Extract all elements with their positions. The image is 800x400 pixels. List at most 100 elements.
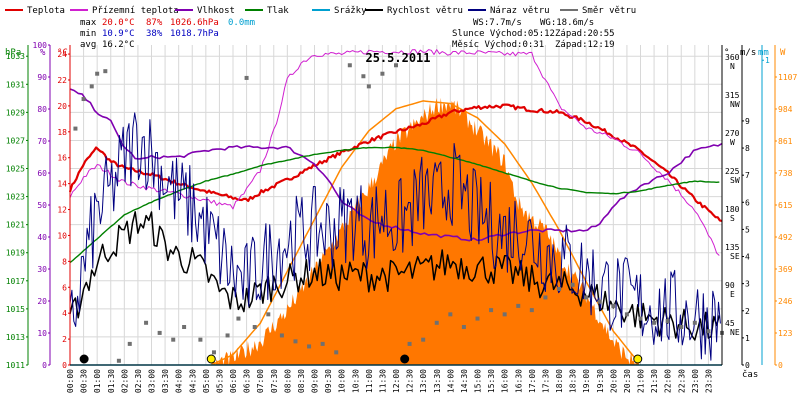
wind-speed-axis-unit: m/s (740, 48, 756, 58)
x-tick-label: 19:30 (596, 369, 605, 393)
solar-tick-label: 861 (778, 137, 793, 146)
pressure-tick-label: 1031 (6, 80, 25, 89)
x-tick-label: 14:30 (460, 369, 469, 393)
wind-speed-tick-label: 7 (745, 171, 750, 180)
pressure-tick-label: 1027 (6, 136, 25, 145)
x-tick-label: 03:00 (148, 369, 157, 393)
temperature-tick-label: 10 (57, 231, 67, 240)
sun-marker (633, 354, 643, 364)
wind-direction-point (489, 308, 494, 313)
pressure-tick-label: 1023 (6, 193, 25, 202)
pressure-tick-label: 1017 (6, 277, 25, 286)
direction-tick-cardinal: SW (730, 176, 740, 185)
pressure-tick-label: 1013 (6, 333, 25, 342)
x-tick-label: 12:30 (406, 369, 415, 393)
solar-tick-label: 492 (778, 233, 793, 242)
x-tick-label: 07:00 (256, 369, 265, 393)
x-tick-label: 04:00 (175, 369, 184, 393)
direction-tick-degree: 180 (725, 205, 740, 214)
wind-direction-point (293, 339, 298, 344)
humidity-tick-label: 50 (37, 201, 47, 210)
wind-direction-point (475, 316, 480, 321)
direction-tick-degree: 315 (725, 91, 740, 100)
x-tick-label: 19:00 (582, 369, 591, 393)
humidity-tick-label: 0 (42, 361, 47, 370)
rain-tick-label: 1 (765, 56, 770, 65)
x-tick-label: 17:30 (541, 369, 550, 393)
humidity-tick-label: 100 (33, 41, 48, 50)
series-line-n-raz-v-tru (69, 112, 721, 361)
humidity-tick-label: 90 (37, 73, 47, 82)
moon-marker (79, 354, 89, 364)
sun-marker (206, 354, 216, 364)
x-tick-label: 16:30 (514, 369, 523, 393)
wind-direction-point (89, 84, 94, 89)
wind-direction-point (434, 320, 439, 325)
x-tick-label: 01:00 (93, 369, 102, 393)
solar-axis-unit: W (780, 48, 786, 58)
wind-direction-point (421, 337, 426, 342)
wind-direction-point (266, 312, 271, 317)
x-tick-label: 17:00 (528, 369, 537, 393)
temperature-tick-label: 6 (62, 283, 67, 292)
wind-direction-point (244, 75, 249, 80)
x-tick-label: 01:30 (107, 369, 116, 393)
sunset-info: Západ:20:55 (555, 29, 615, 39)
series-line-vlhkost (69, 88, 723, 242)
stats-avg-label: avg (80, 40, 96, 50)
x-tick-label: 15:00 (474, 369, 483, 393)
wind-direction-point (73, 126, 78, 131)
solar-tick-label: 0 (778, 361, 783, 370)
temperature-tick-label: 20 (57, 102, 67, 111)
pressure-axis-unit: hPa (5, 48, 21, 58)
wind-direction-point (611, 303, 616, 308)
pressure-tick-label: 1021 (6, 221, 25, 230)
humidity-tick-label: 10 (37, 329, 47, 338)
wind-direction-point (320, 341, 325, 346)
x-tick-label: 16:00 (501, 369, 510, 393)
solar-tick-label: 1107 (778, 73, 797, 82)
markers-layer (79, 354, 643, 364)
wind-direction-point (366, 84, 371, 89)
wind-direction-point (394, 63, 398, 68)
wind-direction-point (307, 344, 312, 349)
x-tick-label: 00:00 (66, 369, 75, 393)
temperature-tick-label: 2 (62, 335, 67, 344)
legend-item: Rychlost větru (365, 6, 463, 16)
stats-max-label: max (80, 18, 97, 28)
legend-item: Srážky (312, 6, 367, 16)
wind-direction-point (81, 97, 86, 102)
chart-date: 25.5.2011 (365, 51, 430, 65)
x-tick-label: 08:30 (297, 369, 306, 393)
stats-min-temp: 10.9°C (102, 29, 135, 39)
wind-direction-point (529, 308, 534, 313)
wind-speed-info: WS:7.7m/s (473, 18, 522, 28)
wind-direction-point (236, 316, 241, 321)
temperature-tick-label: 12 (57, 206, 67, 215)
wind-speed-tick-label: 8 (745, 144, 750, 153)
x-tick-label: 10:00 (338, 369, 347, 393)
wind-direction-point (347, 63, 352, 68)
solar-tick-label: 123 (778, 329, 793, 338)
humidity-tick-label: 20 (37, 297, 47, 306)
stats-min-label: min (80, 29, 96, 39)
wind-direction-point (182, 325, 187, 330)
wind-direction-point (279, 333, 284, 338)
x-tick-label: 02:00 (120, 369, 129, 393)
wind-direction-point (706, 329, 711, 334)
solar-tick-label: 369 (778, 265, 793, 274)
wind-speed-tick-label: 5 (745, 225, 750, 234)
stats-max-press: 1026.6hPa (170, 18, 219, 28)
moon-marker (400, 354, 410, 364)
wind-direction-point (95, 71, 100, 76)
direction-tick-degree: 360 (725, 53, 740, 62)
wind-direction-point (116, 358, 121, 363)
pressure-tick-label: 1025 (6, 165, 25, 174)
rain-axis-unit: mm (758, 48, 769, 58)
wind-speed-tick-label: 1 (745, 334, 750, 343)
humidity-tick-label: 30 (37, 265, 47, 274)
wind-direction-point (198, 337, 203, 342)
x-tick-label: 21:30 (650, 369, 659, 393)
temperature-tick-label: 0 (62, 361, 67, 370)
